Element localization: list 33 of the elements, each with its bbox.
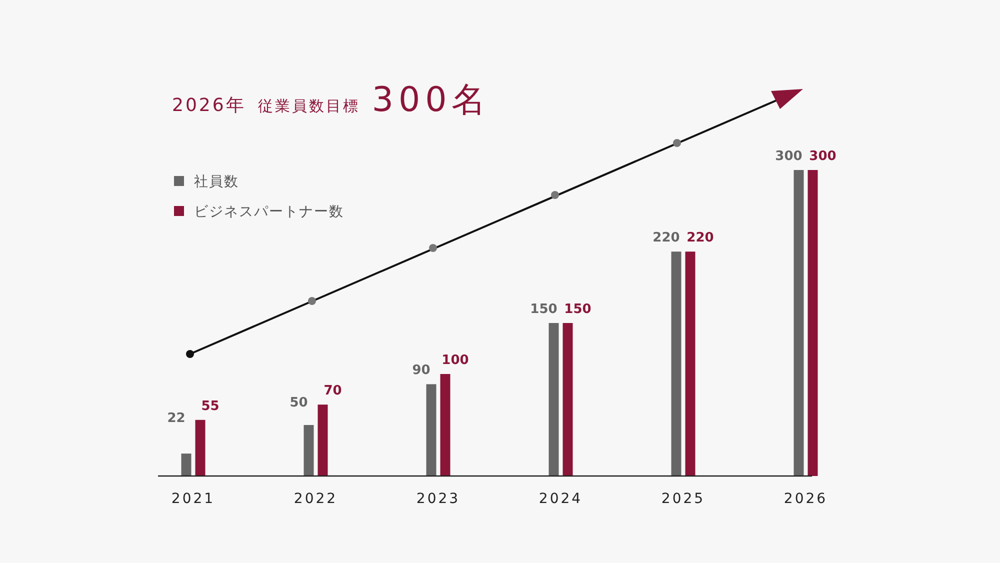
x-tick-label: 2021: [171, 491, 216, 507]
bar: [548, 323, 559, 476]
bar: [181, 454, 192, 476]
legend-label: 社員数: [194, 174, 239, 190]
x-tick-label: 2024: [538, 491, 583, 507]
data-label: 150: [530, 302, 558, 317]
x-tick-label: 2023: [416, 491, 460, 507]
data-label: 220: [686, 230, 714, 246]
chart-title: 2026年 従業員数目標 300名: [172, 80, 491, 120]
data-label: 22: [167, 410, 186, 426]
data-label: 55: [201, 398, 220, 414]
data-label: 150: [564, 302, 592, 317]
legend-label: ビジネスパートナー数: [194, 204, 344, 220]
data-label: 100: [442, 353, 469, 368]
bar: [195, 420, 206, 476]
bar: [794, 170, 804, 476]
data-label: 300: [809, 149, 836, 164]
bar: [671, 252, 682, 476]
bar: [808, 170, 818, 476]
data-label: 70: [324, 384, 342, 399]
x-tick-label: 2025: [661, 491, 706, 507]
data-label: 220: [652, 230, 680, 246]
bar: [440, 374, 450, 476]
bar: [562, 323, 573, 476]
bar: [304, 425, 314, 476]
data-label: 50: [290, 396, 308, 411]
data-label: 90: [412, 363, 430, 378]
x-tick-label: 2022: [294, 491, 338, 507]
bar: [426, 384, 436, 476]
bar: [318, 404, 328, 476]
data-label: 300: [775, 149, 802, 164]
x-tick-label: 2026: [784, 491, 828, 507]
bar: [685, 252, 696, 476]
